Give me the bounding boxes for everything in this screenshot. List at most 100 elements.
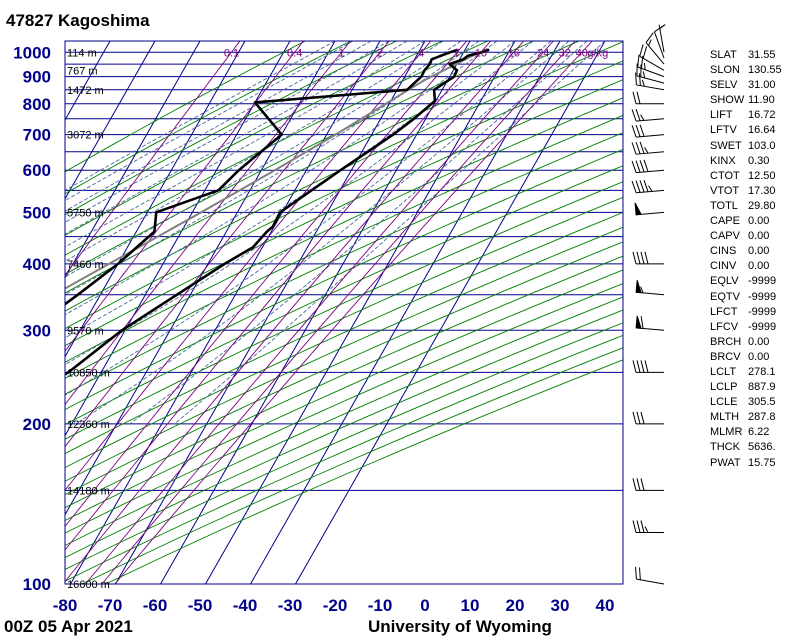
index-name: MLMR (710, 426, 743, 439)
isotherm-line (65, 41, 111, 121)
wind-barb (634, 202, 665, 216)
index-value: 287.8 (748, 411, 776, 424)
index-row: SHOW 11.90 (710, 93, 782, 108)
data-source: University of Wyoming (368, 617, 552, 636)
temperature-tick-label: 30 (551, 596, 570, 615)
mixing-ratio-line (65, 41, 241, 277)
height-label: 5750 m (67, 207, 104, 219)
index-name: BRCH (710, 335, 742, 348)
index-value: 31.00 (748, 79, 776, 92)
isotherm-line (65, 41, 66, 43)
wind-barb (632, 251, 664, 265)
wind-barb (636, 63, 665, 84)
mixing-ratio-label: 0.1 (224, 47, 239, 59)
index-name: KINX (710, 154, 736, 167)
wind-barb (635, 315, 665, 331)
dry-adiabat (65, 41, 623, 312)
dry-adiabat (65, 255, 623, 509)
height-label: 9570 m (67, 325, 104, 337)
index-value: -9999 (748, 275, 777, 288)
index-value: -9999 (748, 290, 777, 303)
dry-adiabat (65, 296, 623, 546)
isotherm-line (65, 41, 291, 437)
index-name: EQLV (710, 275, 739, 288)
mixing-ratio-line (65, 41, 351, 406)
moist-adiabat (65, 41, 462, 278)
dry-adiabat (65, 114, 623, 379)
index-row: BRCH 0.00 (710, 335, 782, 350)
mixing-ratio-line (101, 41, 576, 584)
dry-adiabat (65, 132, 623, 395)
dry-adiabat (65, 309, 623, 559)
mixing-ratio-line (65, 41, 468, 528)
height-label: 10850 m (67, 367, 110, 379)
moist-adiabat (65, 41, 444, 262)
pressure-tick-label: 900 (23, 68, 51, 87)
temperature-tick-label: 0 (420, 596, 429, 615)
index-name: TOTL (710, 199, 738, 212)
index-name: CTOT (710, 169, 740, 182)
dry-adiabat (65, 41, 580, 294)
wind-barb (635, 566, 665, 585)
pressure-tick-label: 600 (23, 161, 51, 180)
mixing-ratio-label: 0.4 (287, 47, 302, 59)
index-row: KINX 0.30 (710, 154, 782, 169)
dry-adiabat (65, 211, 623, 469)
index-value: 887.9 (748, 381, 776, 394)
index-name: BRCV (710, 350, 741, 363)
index-value: 12.50 (748, 169, 776, 182)
index-value: 11.90 (748, 94, 775, 107)
index-row: LFCV -9999 (710, 320, 782, 335)
index-row: SLAT 31.55 (710, 48, 782, 63)
isotherm-line (65, 41, 156, 200)
index-row: LCLP 887.9 (710, 380, 782, 395)
mixing-ratio-label: 7 (454, 47, 460, 59)
index-name: SLAT (710, 49, 737, 61)
index-name: LFTV (710, 124, 737, 137)
pressure-tick-label: 100 (23, 575, 51, 594)
index-name: PWAT (710, 456, 741, 469)
moist-adiabat (65, 41, 498, 316)
moist-adiabat (65, 41, 390, 223)
dewpoint-profile-line (65, 48, 459, 306)
index-row: PWAT 15.75 (710, 456, 782, 471)
index-name: LCLE (710, 396, 738, 409)
index-value: 130.55 (748, 64, 782, 77)
dry-adiabat (65, 148, 623, 411)
index-row: CAPV 0.00 (710, 229, 782, 244)
temperature-tick-label: -60 (143, 596, 168, 615)
moist-adiabat (65, 41, 534, 365)
pressure-tick-label: 400 (23, 255, 51, 274)
index-value: -9999 (748, 320, 777, 333)
parcel-path-line (65, 51, 480, 290)
index-name: SLON (710, 64, 740, 77)
wind-barb (632, 360, 664, 373)
index-name: LIFT (710, 109, 733, 122)
station-title: 47827 Kagoshima (6, 11, 150, 30)
moist-adiabat (65, 41, 552, 396)
indices-table: SLAT 31.55 SLON 130.55 SELV 31.00 SHOW 11.90 LIF… (710, 48, 782, 471)
wind-barb (631, 108, 665, 122)
mixing-ratio-label: g/kg (587, 47, 608, 59)
index-name: EQTV (710, 290, 740, 303)
wind-barb (632, 411, 664, 425)
isotherm-line (65, 41, 201, 279)
index-name: CINS (710, 245, 737, 258)
index-value: 6.22 (748, 426, 770, 439)
pressure-tick-label: 500 (23, 203, 51, 222)
index-value: 0.30 (748, 154, 770, 167)
mixing-ratio-label: 16 (508, 47, 520, 59)
temperature-profile-line (65, 48, 490, 376)
dry-adiabat (65, 269, 623, 522)
mixing-ratio-line (65, 41, 525, 583)
dry-adiabat (65, 165, 623, 426)
pressure-tick-label: 200 (23, 415, 51, 434)
index-row: SELV 31.00 (710, 78, 782, 93)
wind-barb (631, 159, 665, 174)
index-row: BRCV 0.00 (710, 350, 782, 365)
dry-adiabat (65, 41, 352, 195)
dry-adiabat (65, 41, 306, 173)
wind-barb (632, 520, 664, 533)
index-row: TOTL 29.80 (710, 199, 782, 214)
